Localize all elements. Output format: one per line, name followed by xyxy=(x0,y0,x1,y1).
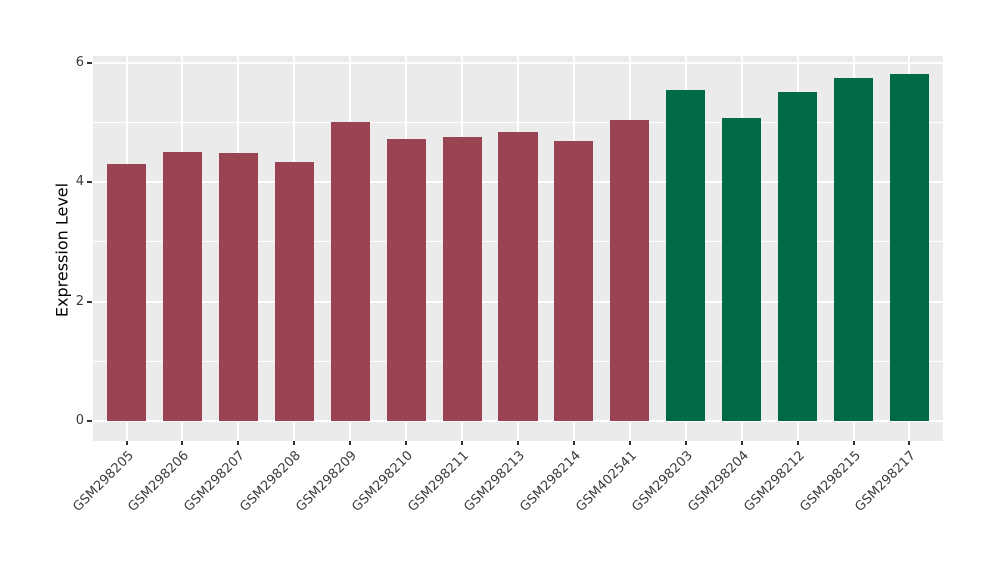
y-tick-label-4: 4 xyxy=(75,174,84,189)
bar-GSM298213 xyxy=(498,131,538,421)
y-tick-mark-0 xyxy=(87,420,92,422)
bar-GSM402541 xyxy=(610,119,650,421)
y-tick-mark-2 xyxy=(87,300,92,303)
bar-GSM298205 xyxy=(106,164,147,421)
x-tick-mark-GSM298205 xyxy=(125,441,128,445)
bar-GSM298214 xyxy=(554,140,594,421)
bar-GSM298215 xyxy=(833,78,874,421)
bar-GSM298212 xyxy=(778,91,818,421)
x-tick-mark-GSM298209 xyxy=(349,441,352,445)
bar-GSM298208 xyxy=(274,161,314,421)
x-tick-mark-GSM298213 xyxy=(517,441,519,445)
bar-GSM298206 xyxy=(162,152,203,421)
x-tick-mark-GSM298203 xyxy=(684,441,687,445)
x-tick-mark-GSM298214 xyxy=(572,441,575,445)
bar-GSM298211 xyxy=(442,137,482,421)
y-tick-label-0: 0 xyxy=(75,413,84,428)
x-tick-mark-GSM298206 xyxy=(181,441,184,445)
x-tick-mark-GSM298210 xyxy=(405,441,408,445)
y-tick-label-2: 2 xyxy=(75,293,84,309)
x-tick-mark-GSM298204 xyxy=(740,441,743,445)
x-tick-mark-GSM402541 xyxy=(628,441,631,445)
x-tick-mark-GSM298211 xyxy=(461,441,464,445)
x-tick-mark-GSM298215 xyxy=(852,441,855,445)
bar-GSM298203 xyxy=(666,90,706,421)
bar-GSM298209 xyxy=(330,122,370,421)
y-tick-label-6: 6 xyxy=(75,54,84,70)
plot-area xyxy=(93,56,943,441)
bar-GSM298217 xyxy=(889,73,930,421)
y-tick-mark-4 xyxy=(87,181,92,183)
x-tick-mark-GSM298217 xyxy=(908,441,911,445)
x-tick-mark-GSM298207 xyxy=(237,441,240,445)
bar-GSM298204 xyxy=(722,118,762,421)
x-tick-mark-GSM298212 xyxy=(796,441,799,445)
bar-GSM298207 xyxy=(218,152,258,421)
bar-GSM298210 xyxy=(386,138,426,421)
x-tick-mark-GSM298208 xyxy=(293,441,296,445)
y-tick-mark-6 xyxy=(87,61,92,64)
